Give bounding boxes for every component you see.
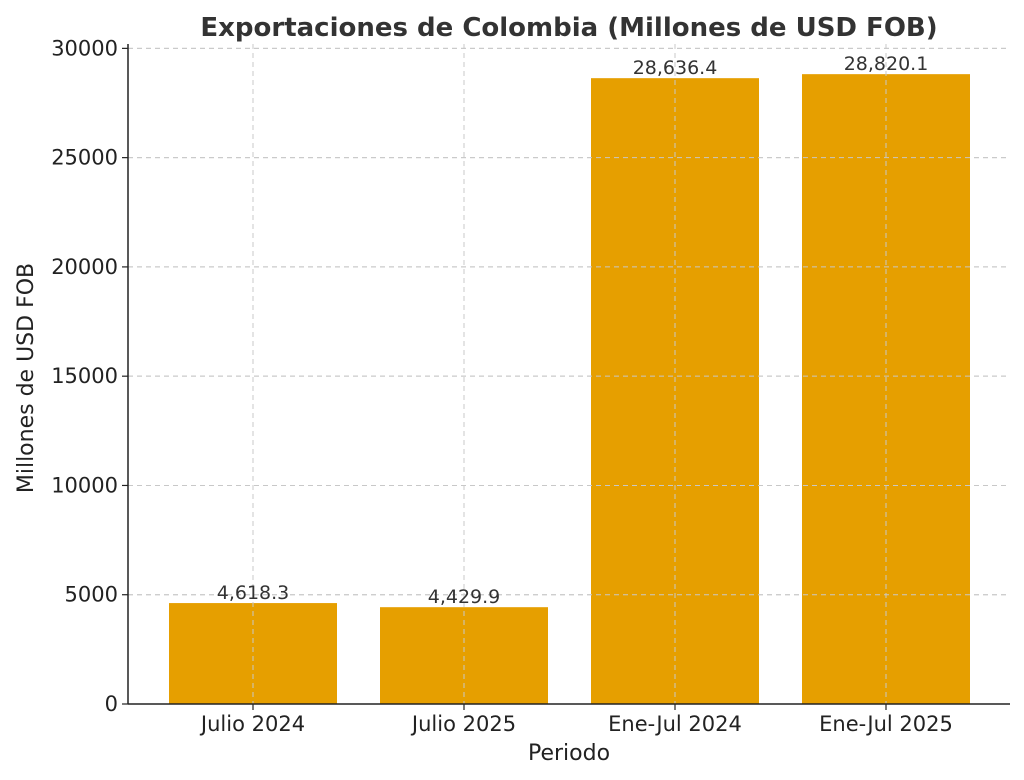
y-tick-label: 25000	[51, 146, 118, 170]
y-tick-label: 30000	[51, 36, 118, 60]
bars	[169, 74, 970, 705]
x-axis-ticks: Julio 2024 Julio 2025 Ene-Jul 2024 Ene-Jul …	[199, 704, 953, 736]
chart-title: Exportaciones de Colombia (Millones de U…	[200, 13, 937, 43]
y-tick-label: 5000	[65, 583, 118, 607]
x-tick-label: Julio 2024	[199, 712, 305, 736]
value-labels: 4,618.3 4,429.9 28,636.4 28,820.1	[217, 53, 929, 608]
y-tick-label: 0	[105, 692, 118, 716]
bar	[169, 603, 337, 704]
bar-value-label: 28,636.4	[633, 57, 718, 79]
x-tick-label: Ene-Jul 2024	[608, 712, 742, 736]
y-axis-ticks: 0 5000 10000 15000 20000 25000 30000	[51, 36, 128, 716]
y-tick-label: 15000	[51, 364, 118, 388]
x-axis-label: Periodo	[528, 741, 610, 766]
axes	[127, 44, 1010, 705]
x-tick-label: Julio 2025	[410, 712, 516, 736]
bar-value-label: 28,820.1	[844, 53, 929, 75]
x-tick-label: Ene-Jul 2025	[819, 712, 953, 736]
bar-value-label: 4,618.3	[217, 582, 290, 604]
bar-value-label: 4,429.9	[428, 586, 501, 608]
y-tick-label: 10000	[51, 473, 118, 497]
y-axis-label: Millones de USD FOB	[14, 263, 39, 493]
grid-lines-front	[128, 44, 1010, 704]
y-tick-label: 20000	[51, 255, 118, 279]
